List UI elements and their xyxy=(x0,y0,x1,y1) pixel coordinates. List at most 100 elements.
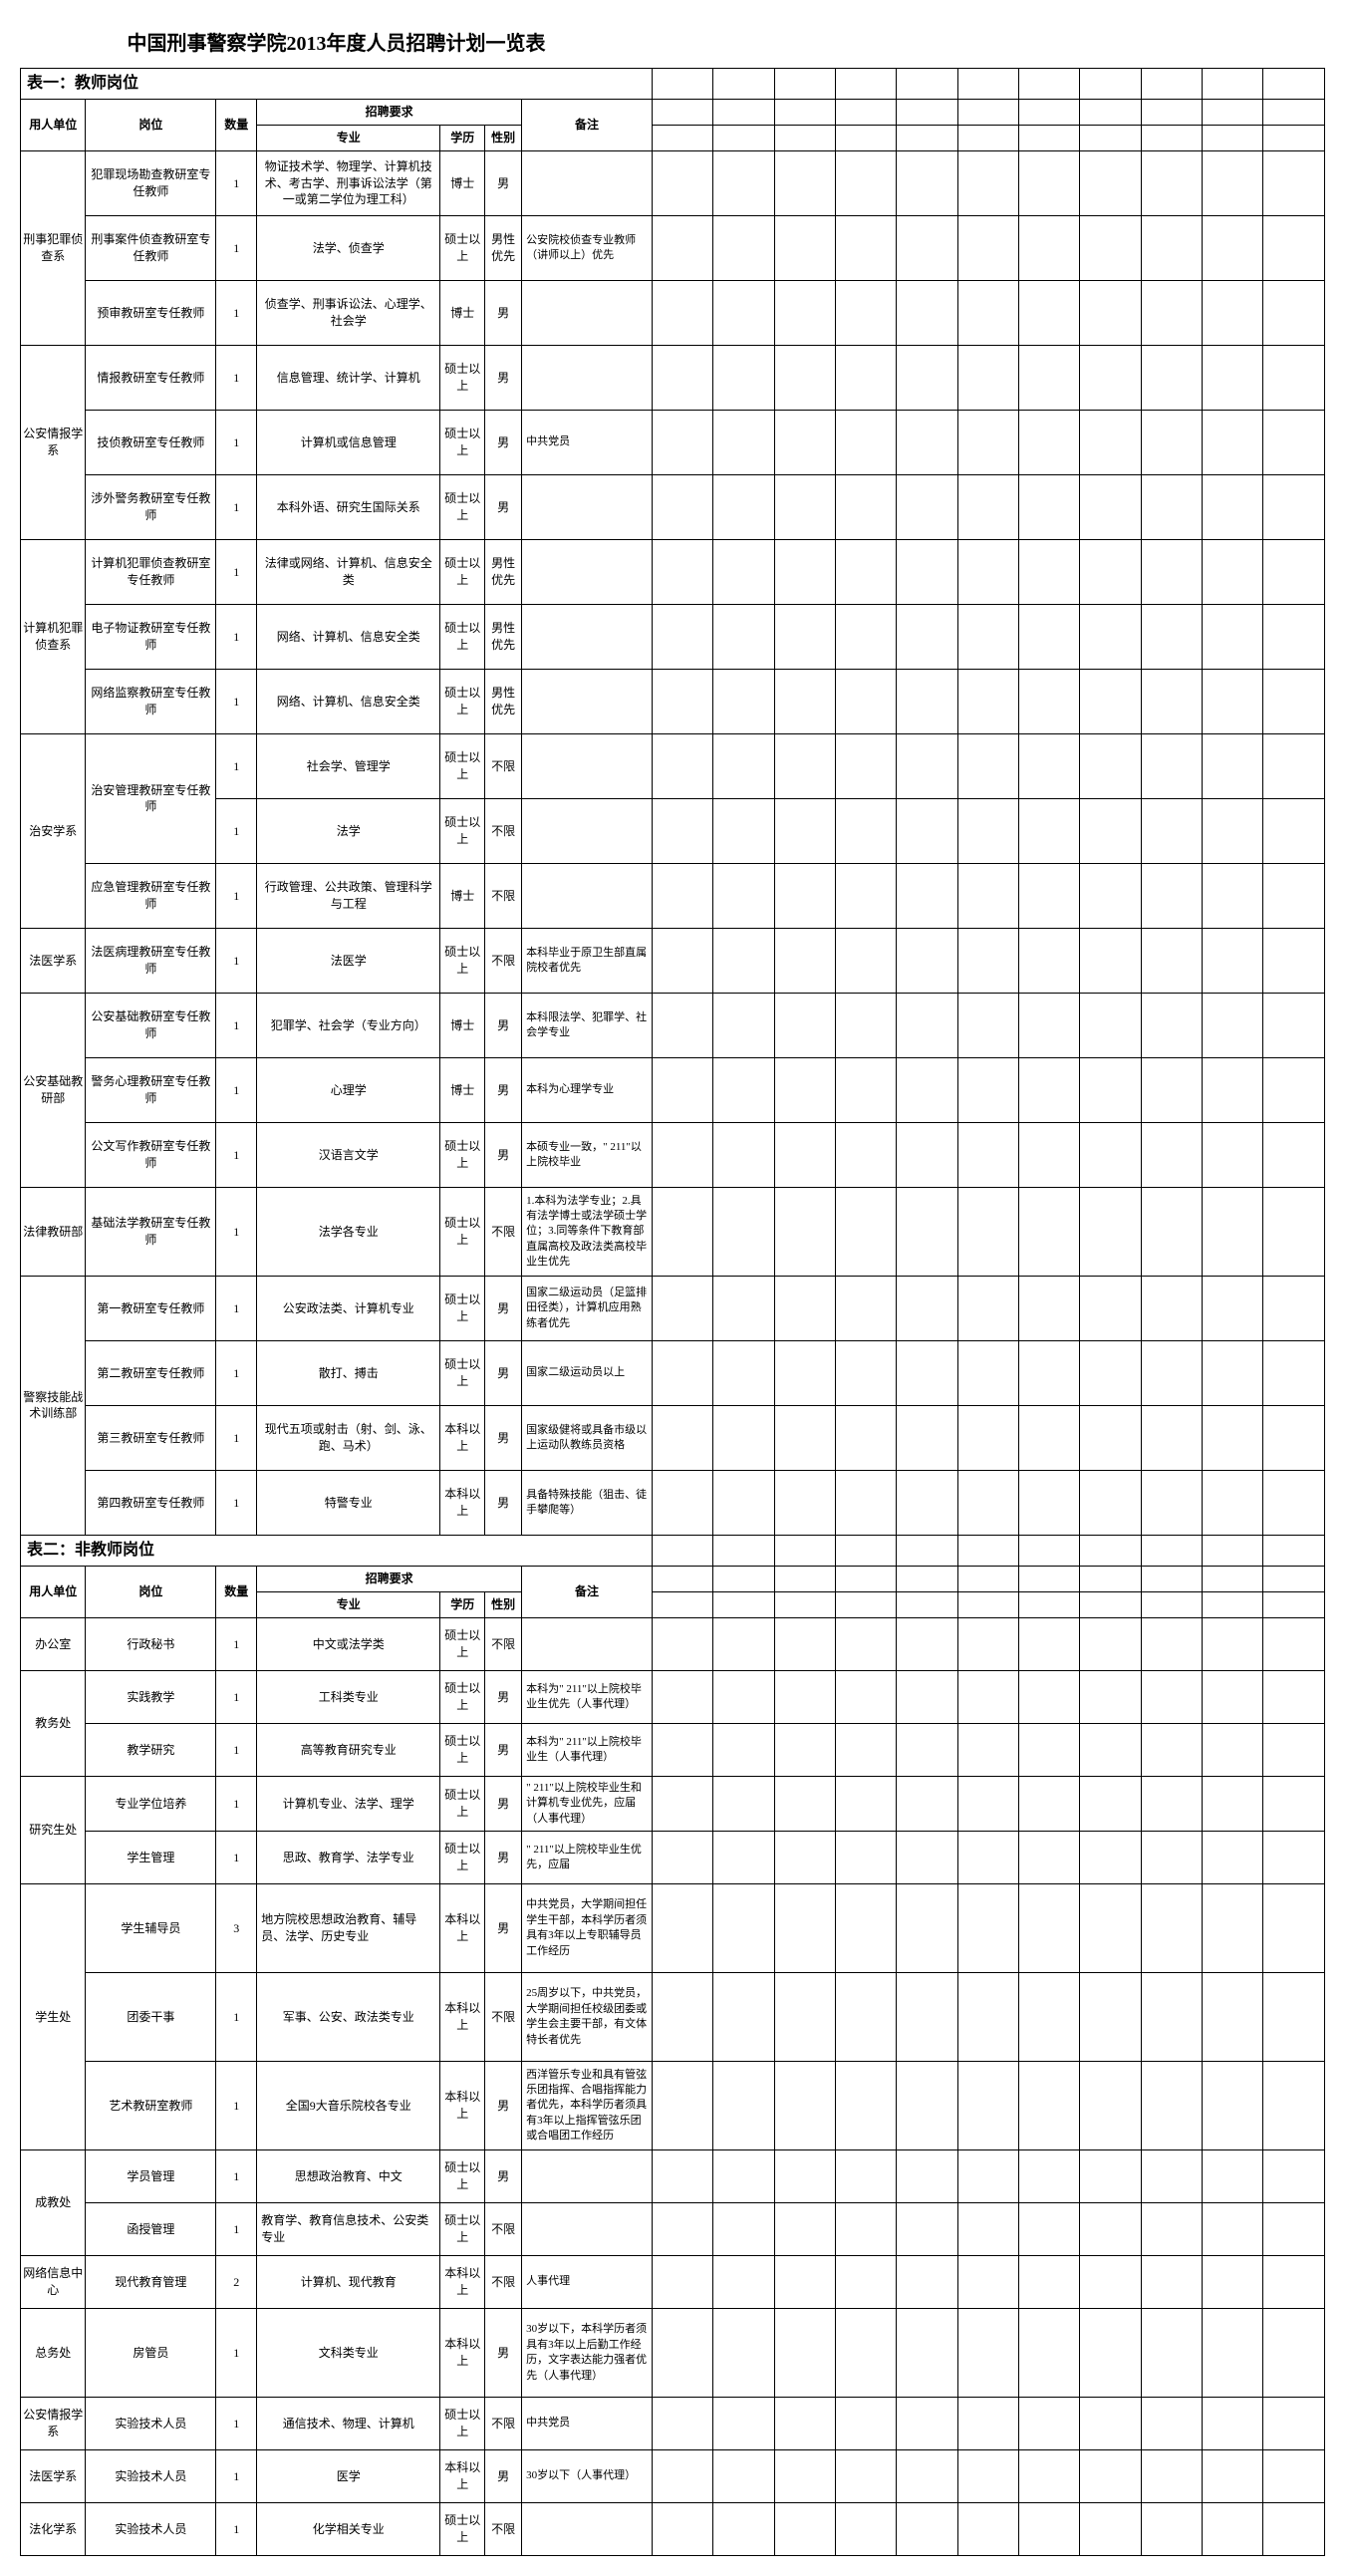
major-cell: 犯罪学、社会学（专业方向） xyxy=(257,993,440,1057)
blank-cell xyxy=(1080,1567,1141,1592)
blank-cell xyxy=(957,1057,1018,1122)
blank-cell xyxy=(836,604,897,669)
blank-cell xyxy=(1080,100,1141,126)
gender-cell: 不限 xyxy=(485,798,522,863)
blank-cell xyxy=(713,1535,774,1566)
gender-cell: 男 xyxy=(485,1340,522,1405)
position-cell: 刑事案件侦查教研室专任教师 xyxy=(86,215,216,280)
blank-cell xyxy=(713,733,774,798)
remark-cell: 人事代理 xyxy=(522,2256,653,2309)
blank-cell xyxy=(957,2309,1018,2398)
blank-cell xyxy=(713,1592,774,1618)
blank-cell xyxy=(1263,2062,1325,2150)
blank-cell xyxy=(1080,1723,1141,1776)
blank-cell xyxy=(1019,345,1080,410)
blank-cell xyxy=(774,669,835,733)
blank-cell xyxy=(713,215,774,280)
blank-cell xyxy=(1080,2309,1141,2398)
blank-cell xyxy=(1141,1276,1202,1340)
blank-cell xyxy=(1019,1973,1080,2062)
employer-cell: 网络信息中心 xyxy=(21,2256,86,2309)
blank-cell xyxy=(836,798,897,863)
position-cell: 学生辅导员 xyxy=(86,1884,216,1973)
blank-cell xyxy=(1019,539,1080,604)
blank-cell xyxy=(897,604,957,669)
gender-cell: 不限 xyxy=(485,733,522,798)
blank-cell xyxy=(1263,1973,1325,2062)
blank-cell xyxy=(774,410,835,474)
blank-cell xyxy=(836,126,897,151)
employer-cell: 治安学系 xyxy=(21,733,86,928)
blank-cell xyxy=(1203,215,1263,280)
blank-cell xyxy=(1080,604,1141,669)
education-cell: 博士 xyxy=(440,993,485,1057)
blank-cell xyxy=(1141,1776,1202,1831)
major-cell: 法律或网络、计算机、信息安全类 xyxy=(257,539,440,604)
blank-cell xyxy=(836,20,897,69)
blank-cell xyxy=(1080,928,1141,993)
position-cell: 行政秘书 xyxy=(86,1617,216,1670)
remark-cell: 本科为" 211"以上院校毕业生（人事代理） xyxy=(522,1723,653,1776)
blank-cell xyxy=(957,863,1018,928)
blank-cell xyxy=(1080,280,1141,345)
blank-cell xyxy=(652,2150,712,2203)
remark-cell: 中共党员 xyxy=(522,2398,653,2450)
gender-cell: 男 xyxy=(485,1776,522,1831)
position-cell: 第二教研室专任教师 xyxy=(86,1340,216,1405)
remark-cell: " 211"以上院校毕业生优先，应届 xyxy=(522,1832,653,1884)
blank-cell xyxy=(897,1276,957,1340)
blank-cell xyxy=(1263,993,1325,1057)
blank-cell xyxy=(1203,1670,1263,1723)
blank-cell xyxy=(836,1405,897,1470)
blank-cell xyxy=(1141,1617,1202,1670)
blank-cell xyxy=(897,345,957,410)
blank-cell xyxy=(897,1670,957,1723)
blank-cell xyxy=(1019,2256,1080,2309)
blank-cell xyxy=(1203,2062,1263,2150)
blank-cell xyxy=(1263,69,1325,100)
blank-cell xyxy=(836,69,897,100)
blank-cell xyxy=(1080,669,1141,733)
blank-cell xyxy=(1019,1884,1080,1973)
blank-cell xyxy=(774,1405,835,1470)
education-cell: 硕士以上 xyxy=(440,1122,485,1187)
page-title: 中国刑事警察学院2013年度人员招聘计划一览表 xyxy=(21,20,653,69)
blank-cell xyxy=(836,1470,897,1535)
blank-cell xyxy=(1019,280,1080,345)
blank-cell xyxy=(957,1973,1018,2062)
gender-cell: 男 xyxy=(485,993,522,1057)
blank-cell xyxy=(897,69,957,100)
blank-cell xyxy=(836,280,897,345)
position-cell: 艺术教研室教师 xyxy=(86,2062,216,2150)
blank-cell xyxy=(1019,1340,1080,1405)
blank-cell xyxy=(957,539,1018,604)
blank-cell xyxy=(774,1057,835,1122)
education-cell: 硕士以上 xyxy=(440,1340,485,1405)
blank-cell xyxy=(1080,150,1141,215)
blank-cell xyxy=(836,1340,897,1405)
blank-cell xyxy=(1203,20,1263,69)
blank-cell xyxy=(957,20,1018,69)
blank-cell xyxy=(957,1405,1018,1470)
blank-cell xyxy=(1141,863,1202,928)
education-cell: 本科以上 xyxy=(440,2309,485,2398)
gender-cell: 男 xyxy=(485,150,522,215)
blank-cell xyxy=(1141,1405,1202,1470)
blank-cell xyxy=(774,928,835,993)
blank-cell xyxy=(1080,215,1141,280)
blank-cell xyxy=(774,1670,835,1723)
blank-cell xyxy=(652,993,712,1057)
blank-cell xyxy=(836,2503,897,2556)
blank-cell xyxy=(836,1535,897,1566)
blank-cell xyxy=(957,1832,1018,1884)
blank-cell xyxy=(1263,2309,1325,2398)
blank-cell xyxy=(713,1973,774,2062)
employer-cell: 法医学系 xyxy=(21,928,86,993)
remark-cell xyxy=(522,474,653,539)
blank-cell xyxy=(774,2398,835,2450)
position-cell: 应急管理教研室专任教师 xyxy=(86,863,216,928)
gender-cell: 不限 xyxy=(485,2203,522,2256)
blank-cell xyxy=(1019,474,1080,539)
blank-cell xyxy=(836,1973,897,2062)
gender-cell: 不限 xyxy=(485,863,522,928)
